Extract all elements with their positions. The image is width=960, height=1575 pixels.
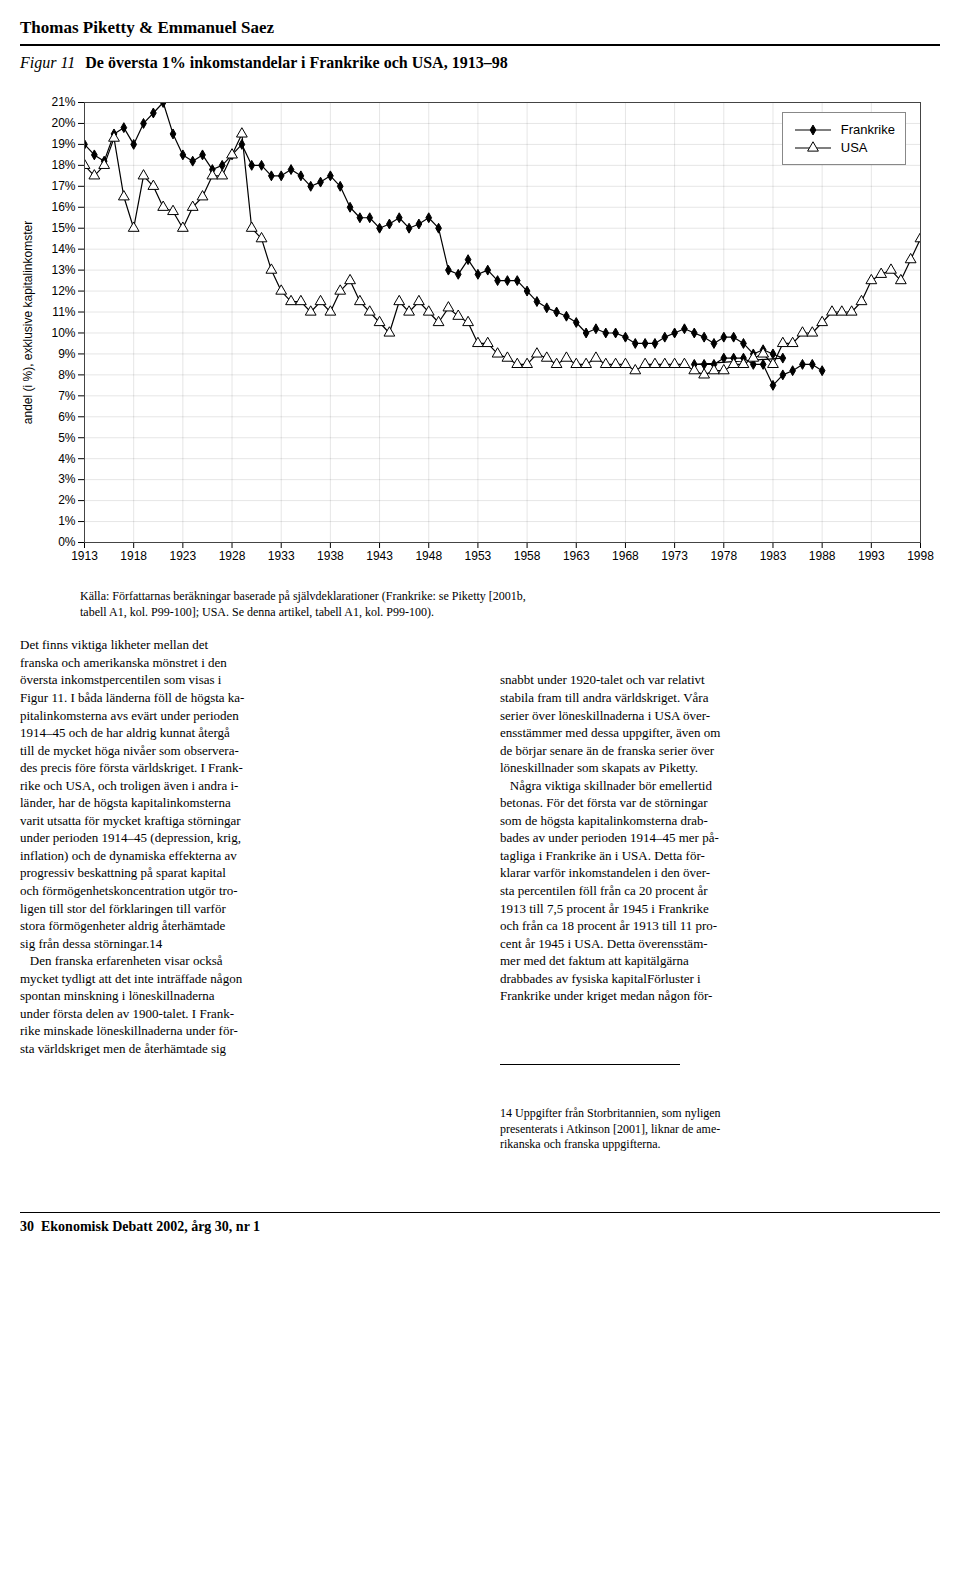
svg-text:andel (i %), exklusive kapital: andel (i %), exklusive kapitalinkomster: [21, 221, 35, 424]
svg-text:19%: 19%: [51, 137, 75, 151]
svg-text:14%: 14%: [51, 242, 75, 256]
svg-text:1918: 1918: [120, 549, 147, 563]
html-text:14 Uppgifter från Storbritanni: 14 Uppgifter från Storbritannien, som ny…: [500, 1106, 721, 1152]
svg-text:0%: 0%: [58, 535, 76, 549]
svg-text:17%: 17%: [51, 179, 75, 193]
html-text:De översta 1% inkomstandelar i: De översta 1% inkomstandelar i Frankrike…: [85, 54, 508, 71]
html-text:Figur 11: Figur 11: [20, 54, 76, 71]
svg-text:13%: 13%: [51, 263, 75, 277]
html-text:USA: USA: [840, 140, 868, 155]
svg-text:18%: 18%: [51, 158, 75, 172]
svg-text:7%: 7%: [58, 389, 76, 403]
svg-text:1968: 1968: [612, 549, 639, 563]
svg-text:1913: 1913: [71, 549, 98, 563]
html-text:snabbt under 1920-talet och va: snabbt under 1920-talet och var relativt…: [500, 672, 721, 1004]
html-text:30 Ekonomisk Debatt 2002, årg: 30 Ekonomisk Debatt 2002, årg 30, nr 1: [20, 1218, 261, 1234]
svg-text:1978: 1978: [710, 549, 737, 563]
svg-text:6%: 6%: [58, 410, 76, 424]
svg-text:5%: 5%: [58, 431, 76, 445]
svg-text:1973: 1973: [661, 549, 688, 563]
svg-text:16%: 16%: [51, 200, 75, 214]
svg-text:20%: 20%: [51, 116, 75, 130]
svg-text:3%: 3%: [58, 472, 76, 486]
svg-text:1933: 1933: [268, 549, 295, 563]
svg-text:1983: 1983: [760, 549, 787, 563]
svg-text:1993: 1993: [858, 549, 885, 563]
svg-text:9%: 9%: [58, 347, 76, 361]
svg-text:1943: 1943: [366, 549, 393, 563]
svg-text:1998: 1998: [907, 549, 934, 563]
svg-text:1923: 1923: [170, 549, 197, 563]
html-text:Thomas Piketty & Emmanuel Saez: Thomas Piketty & Emmanuel Saez: [20, 18, 274, 37]
html-text:tabell A1, kol. P99-100]; USA.: tabell A1, kol. P99-100]; USA. Se denna …: [80, 605, 434, 620]
svg-text:15%: 15%: [51, 221, 75, 235]
html-text:Frankrike: Frankrike: [840, 122, 895, 137]
svg-text:1963: 1963: [563, 549, 590, 563]
svg-text:1953: 1953: [465, 549, 492, 563]
svg-text:1948: 1948: [415, 549, 442, 563]
svg-text:10%: 10%: [51, 326, 75, 340]
svg-text:1928: 1928: [219, 549, 246, 563]
svg-text:2%: 2%: [58, 493, 76, 507]
html-text:Det finns viktiga likheter mel: Det finns viktiga likheter mellan det fr…: [20, 637, 245, 1056]
svg-text:12%: 12%: [51, 284, 75, 298]
svg-text:1988: 1988: [809, 549, 836, 563]
svg-text:1%: 1%: [58, 514, 76, 528]
html-text:Källa: Författarnas beräkninga: Källa: Författarnas beräkningar baserade…: [80, 589, 526, 603]
svg-text:8%: 8%: [58, 368, 76, 382]
svg-text:4%: 4%: [58, 452, 76, 466]
svg-text:1958: 1958: [514, 549, 541, 563]
svg-text:21%: 21%: [51, 95, 75, 109]
svg-text:1938: 1938: [317, 549, 344, 563]
svg-text:11%: 11%: [52, 305, 75, 319]
